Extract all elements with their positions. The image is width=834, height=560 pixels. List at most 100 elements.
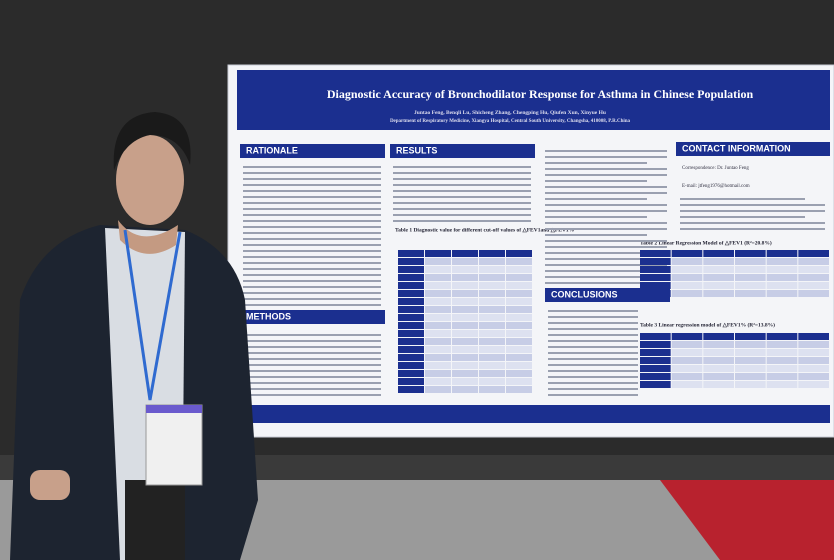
table-cell xyxy=(671,381,703,388)
table-cell xyxy=(479,354,505,361)
table-cell xyxy=(425,386,451,393)
table-cell xyxy=(479,362,505,369)
table-cell xyxy=(640,258,671,265)
red-carpet xyxy=(660,480,834,560)
text-line xyxy=(548,340,638,342)
text-line xyxy=(393,190,531,192)
hand xyxy=(30,470,70,500)
table-cell xyxy=(735,258,766,265)
table-cell xyxy=(452,386,478,393)
table-cell xyxy=(671,258,703,265)
text-line xyxy=(393,184,531,186)
text-line xyxy=(243,238,381,240)
text-line xyxy=(680,198,805,200)
table-cell xyxy=(425,362,451,369)
table-cell xyxy=(398,338,424,345)
table-cell xyxy=(425,370,451,377)
table-cell xyxy=(479,322,505,329)
table-cell xyxy=(398,274,424,281)
table-cell xyxy=(425,258,451,265)
table-cell xyxy=(735,250,766,257)
table-cell xyxy=(425,314,451,321)
table-cell xyxy=(506,250,532,257)
section-title: METHODS xyxy=(246,311,291,321)
text-line xyxy=(545,180,647,182)
table-cell xyxy=(735,349,766,356)
body-text xyxy=(243,150,825,396)
table-cell xyxy=(479,274,505,281)
table-cell xyxy=(479,290,505,297)
table-cell xyxy=(398,314,424,321)
table-cell xyxy=(506,354,532,361)
table-cell xyxy=(671,274,703,281)
text-line xyxy=(545,240,667,242)
table-cell xyxy=(506,266,532,273)
text-line xyxy=(243,166,381,168)
hair xyxy=(113,112,191,170)
table-cell xyxy=(398,250,424,257)
table-cell xyxy=(640,290,671,297)
table-cell xyxy=(398,306,424,313)
text-line xyxy=(243,334,381,336)
table-cell xyxy=(703,282,734,289)
table-cell xyxy=(479,386,505,393)
table-cell xyxy=(452,298,478,305)
table-cell xyxy=(703,290,734,297)
tables xyxy=(398,250,829,393)
table-cell xyxy=(452,362,478,369)
table-cell xyxy=(452,258,478,265)
table-cell xyxy=(452,378,478,385)
table-cell xyxy=(506,386,532,393)
text-line xyxy=(393,214,531,216)
table-cell xyxy=(425,322,451,329)
table-cell xyxy=(640,357,671,364)
text-line xyxy=(243,172,381,174)
text-line xyxy=(243,178,381,180)
table-cell xyxy=(452,250,478,257)
text-line xyxy=(548,310,638,312)
text-line xyxy=(545,252,647,254)
table-cell xyxy=(452,282,478,289)
table-cell xyxy=(506,338,532,345)
text-line xyxy=(548,316,638,318)
table-cell xyxy=(398,378,424,385)
table-cell xyxy=(640,282,671,289)
table-cell xyxy=(735,274,766,281)
section-header xyxy=(676,142,830,156)
table-cell xyxy=(398,330,424,337)
text-line xyxy=(545,228,667,230)
text-line xyxy=(393,196,531,198)
text-line xyxy=(545,156,667,158)
section-header xyxy=(390,144,535,158)
table-cell xyxy=(398,354,424,361)
section-title: RESULTS xyxy=(396,145,437,155)
text-line xyxy=(243,304,381,306)
table-cell xyxy=(703,333,734,340)
table-cell xyxy=(703,381,734,388)
table-cell xyxy=(640,250,671,257)
table-cell xyxy=(506,298,532,305)
table-cell xyxy=(766,381,798,388)
table-cell xyxy=(506,282,532,289)
text-line xyxy=(548,364,638,366)
text-line xyxy=(243,250,381,252)
table-cell xyxy=(479,330,505,337)
table-cell xyxy=(425,282,451,289)
text-line xyxy=(545,168,667,170)
lanyard xyxy=(123,229,182,401)
table-cell xyxy=(766,349,798,356)
text-line xyxy=(545,270,647,272)
table-cell xyxy=(506,314,532,321)
table-cell xyxy=(398,322,424,329)
text-line xyxy=(548,322,638,324)
table-cell xyxy=(766,250,798,257)
badge-strip xyxy=(146,405,202,413)
table-cell xyxy=(735,357,766,364)
text-line xyxy=(393,172,531,174)
text-line xyxy=(545,150,667,152)
text-line xyxy=(243,232,381,234)
text-line xyxy=(243,256,381,258)
table-cell xyxy=(766,365,798,372)
table-cell xyxy=(798,349,829,356)
text-line xyxy=(548,376,638,378)
